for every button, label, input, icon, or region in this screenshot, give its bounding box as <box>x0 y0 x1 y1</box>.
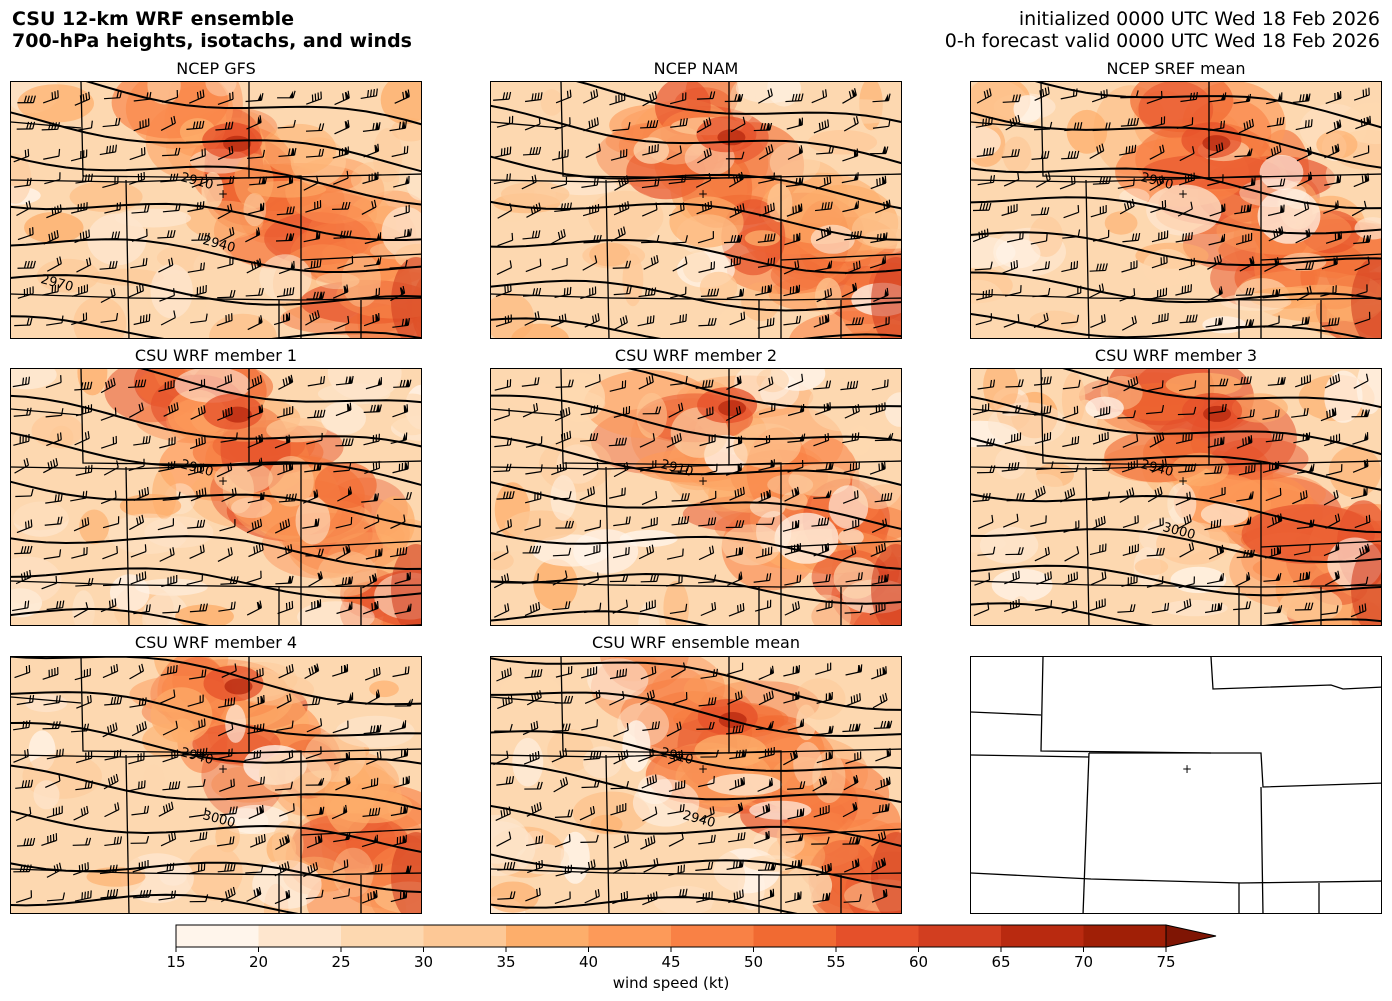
map-panel-member1: +2910 <box>10 368 422 626</box>
state-borders <box>971 657 1381 913</box>
colorbar-segment <box>1083 925 1167 947</box>
colorbar-label: wind speed (kt) <box>612 974 730 992</box>
colorbar-tick-label: 35 <box>496 953 516 971</box>
location-marker-icon: + <box>218 762 228 776</box>
state-borders <box>491 82 901 338</box>
panel-title-member4: CSU WRF member 4 <box>134 633 298 652</box>
panel-title-member2: CSU WRF member 2 <box>614 346 778 365</box>
wind-barbs <box>493 373 894 618</box>
map-panel-sref: +2970 <box>970 81 1382 339</box>
colorbar-segment <box>836 925 919 947</box>
figure-title: CSU 12-km WRF ensemble 700-hPa heights, … <box>12 8 412 52</box>
height-contours <box>11 369 421 625</box>
colorbar-segment <box>753 925 837 947</box>
panel-title-gfs: NCEP GFS <box>176 59 256 78</box>
colorbar <box>175 924 1217 952</box>
map-panel-member4: +2940 3000 <box>10 656 422 914</box>
colorbar-tick-label: 50 <box>743 953 764 971</box>
height-contours <box>491 369 901 625</box>
location-marker-icon: + <box>1178 474 1188 488</box>
state-borders <box>11 369 421 625</box>
wind-barbs <box>12 374 412 618</box>
state-borders <box>971 82 1381 338</box>
location-marker-icon: + <box>698 474 708 488</box>
colorbar-tick-label: 55 <box>826 953 846 971</box>
colorbar-extend-arrow <box>1165 924 1217 948</box>
panel-title-sref: NCEP SREF mean <box>1106 59 1246 78</box>
colorbar-tick-label: 20 <box>248 953 269 971</box>
colorbar-segment <box>918 925 1002 947</box>
map-panel-member2: +2910 <box>490 368 902 626</box>
colorbar-segment <box>588 925 672 947</box>
wind-barbs <box>12 663 414 905</box>
colorbar-segment <box>423 925 507 947</box>
colorbar-segment <box>176 925 259 947</box>
colorbar-tick-label: 65 <box>991 953 1011 971</box>
colorbar-segment <box>258 925 342 947</box>
location-marker-icon: + <box>218 474 228 488</box>
colorbar-tick-label: 25 <box>331 953 351 971</box>
colorbar-segment <box>506 925 589 947</box>
colorbar-segment <box>341 925 424 947</box>
map-panel-member3: +2940 3000 <box>970 368 1382 626</box>
panel-title-ensmean: CSU WRF ensemble mean <box>591 633 800 652</box>
state-borders <box>491 657 901 913</box>
colorbar-tick-label: 45 <box>661 953 681 971</box>
state-borders <box>11 82 421 338</box>
height-contours <box>971 369 1381 625</box>
state-borders <box>11 657 421 913</box>
colorbar-tick-label: 40 <box>578 953 599 971</box>
wind-barbs <box>493 88 891 331</box>
location-marker-icon: + <box>1182 762 1192 776</box>
colorbar-tick-label: 60 <box>908 953 929 971</box>
location-marker-icon: + <box>218 187 228 201</box>
panel-title-member3: CSU WRF member 3 <box>1094 346 1258 365</box>
colorbar-segment <box>671 925 754 947</box>
map-panel-ensmean: +2910 2940 <box>490 656 902 914</box>
title-line-2: 700-hPa heights, isotachs, and winds <box>12 30 412 52</box>
colorbar-segment <box>1001 925 1084 947</box>
colorbar-tick-label: 70 <box>1073 953 1094 971</box>
panel-title-nam: NCEP NAM <box>653 59 739 78</box>
location-marker-icon: + <box>1178 187 1188 201</box>
map-panel-boundaries: + <box>970 656 1382 914</box>
height-contours <box>11 82 421 338</box>
location-marker-icon: + <box>698 762 708 776</box>
map-panel-gfs: +2910 2940 2970 <box>10 81 422 339</box>
colorbar-tick-label: 75 <box>1156 953 1176 971</box>
valid-time: 0-h forecast valid 0000 UTC Wed 18 Feb 2… <box>944 30 1380 52</box>
init-time: initialized 0000 UTC Wed 18 Feb 2026 <box>1018 8 1380 30</box>
state-borders <box>491 369 901 625</box>
wind-barbs <box>493 662 893 906</box>
forecast-info: initialized 0000 UTC Wed 18 Feb 2026 0-h… <box>945 8 1380 52</box>
panel-title-member1: CSU WRF member 1 <box>134 346 298 365</box>
location-marker-icon: + <box>698 187 708 201</box>
colorbar-tick-label: 30 <box>413 953 434 971</box>
colorbar-tick-label: 15 <box>166 953 186 971</box>
title-line-1: CSU 12-km WRF ensemble <box>12 8 294 30</box>
wind-barbs <box>13 88 412 331</box>
state-borders <box>971 369 1381 625</box>
map-panel-nam: + <box>490 81 902 339</box>
